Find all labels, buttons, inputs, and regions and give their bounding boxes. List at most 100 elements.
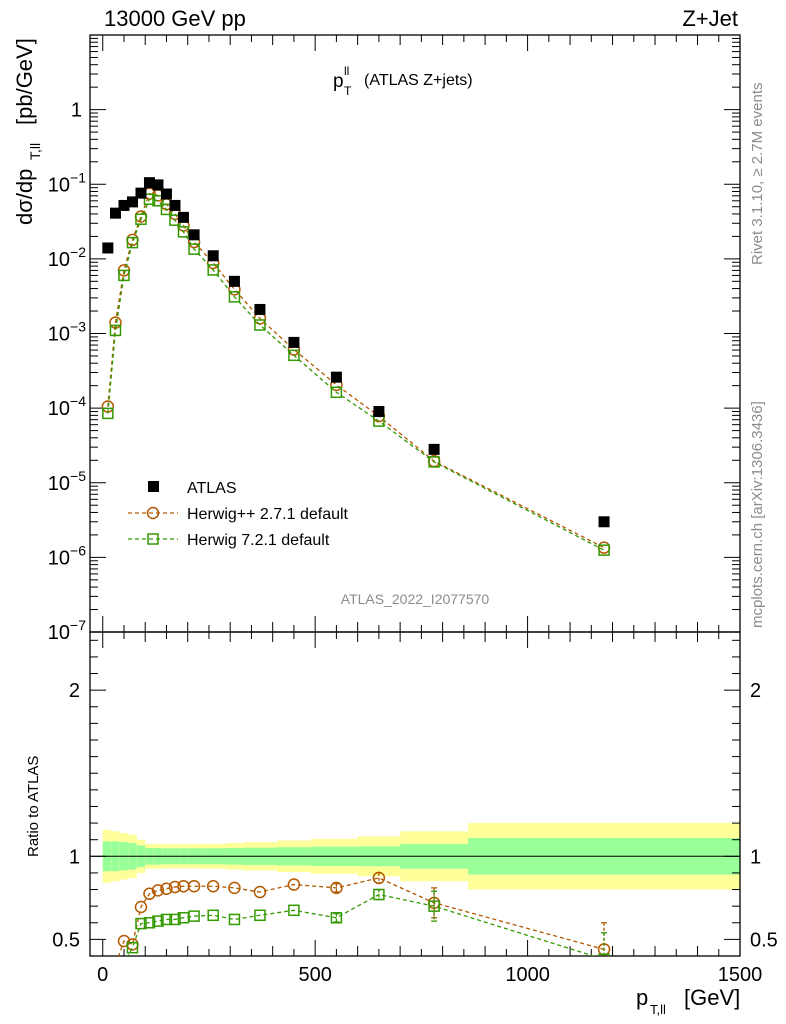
x-tick-label: 1000 [505,964,550,986]
plot-title: p ll T (ATLAS Z+jets) [333,64,473,98]
y-tick-label-main: 10−6 [48,542,86,569]
ratio-point-herwigpp [187,879,201,893]
main-point-herwig7 [228,291,241,303]
x-title-sub: T,ll [650,1002,666,1017]
main-point-herwig7 [428,456,440,468]
ratio-point-herwigpp [330,881,343,895]
ratio-point-herwig7 [119,958,129,968]
legend-label-herwig7: Herwig 7.2.1 default [187,532,330,549]
main-point-herwig7 [177,226,190,238]
x-title-unit: [GeV] [684,985,740,1010]
data-point-atlas [330,371,342,383]
legend-marker-herwig7 [147,533,159,545]
ratio-series [102,871,611,1008]
ratio-point-herwigpp [102,992,113,1003]
ratio-point-herwig7 [143,917,156,929]
y-tick-label-main: 10−5 [48,468,86,495]
title-p: p [333,71,344,92]
legend-label-atlas: ATLAS [187,480,237,497]
ratio-point-herwig7 [330,912,343,924]
main-point-herwig7 [109,324,122,337]
main-point-herwigpp [597,541,611,554]
ratio-point-herwig7 [135,917,147,930]
main-panel: 10−7 10−6 10−5 10−4 10−3 10−2 10−1 1 [48,34,741,644]
ratio-point-herwig7 [228,913,241,926]
rivet-label: Rivet 3.1.10, ≥ 2.7M events [749,83,766,266]
main-point-herwig7 [135,213,147,225]
y-tick-label-ratio-right: 0.5 [750,929,778,951]
data-point-atlas [288,336,300,348]
main-point-herwig7 [288,349,300,362]
ratio-point-herwigpp [117,934,131,948]
data-point-atlas [143,177,155,189]
data-point-atlas [152,179,164,191]
x-title-p: p [636,985,648,1010]
main-point-herwig7 [598,544,610,556]
ratio-point-herwigpp [134,900,148,914]
main-point-herwig7 [207,264,219,276]
y-title-main: dσ/dp [12,169,37,225]
y-tick-label-ratio-right: 1 [750,846,761,868]
ratio-point-herwigpp [151,884,165,897]
ratio-point-herwigpp [206,879,220,893]
y-tick-label-ratio-right: 2 [750,680,761,702]
ratio-point-herwig7 [207,909,219,922]
main-point-herwig7 [152,195,164,207]
y-tick-label-main: 1 [71,100,82,122]
ratio-point-herwig7 [160,913,173,926]
main-point-herwig7 [118,269,130,282]
ratio-point-herwigpp [110,959,121,970]
data-point-atlas [228,275,240,287]
y-tick-label-ratio: 1 [69,846,80,868]
ratio-point-herwig7 [428,900,440,912]
ratio-frame [89,631,741,957]
main-point-herwig7 [126,236,139,249]
data-point-atlas [102,242,114,254]
ratio-line-herwig7 [127,893,596,956]
main-point-herwig7 [254,319,266,331]
ratio-point-herwig7 [288,904,300,917]
data-point-atlas [135,187,147,199]
ratio-point-herwig7 [110,971,120,981]
main-point-herwig7 [143,193,156,205]
data-point-atlas [109,207,121,219]
legend: ATLAS Herwig++ 2.7.1 default Herwig 7.2.… [128,480,349,549]
y-tick-label-main: 10−7 [48,617,86,644]
data-point-atlas [118,199,130,211]
y-title-main-sub: T,ll [27,143,43,160]
title-rest: (ATLAS Z+jets) [364,72,473,89]
main-line-herwig7 [107,198,605,551]
ratio-point-herwigpp [287,878,301,891]
data-point-atlas [373,406,385,418]
analysis-id: ATLAS_2022_I2077570 [341,591,490,607]
data-point-atlas [160,188,172,200]
y-tick-label-ratio: 2 [69,680,80,702]
legend-marker-atlas [148,481,159,492]
main-line-herwigpp [107,192,605,549]
data-point-atlas [207,250,219,262]
title-sup: ll [344,64,349,78]
legend-label-herwigpp: Herwig++ 2.7.1 default [187,506,349,523]
x-tick-label: 1500 [718,964,763,986]
ratio-panel: 0 500 1000 1500 0.5 0.5 1 1 2 2 [52,631,778,1008]
main-point-herwig7 [102,407,114,420]
ratio-point-herwig7 [188,910,200,922]
ratio-point-herwigpp [143,887,156,900]
ratio-point-herwig7 [103,998,113,1008]
data-point-atlas [428,443,440,455]
ratio-point-herwig7 [152,915,164,927]
data-point-atlas [254,303,266,315]
ratio-point-herwig7 [373,888,385,901]
y-axis-title-main: dσ/dp T,ll [pb/GeV] [12,38,43,225]
y-tick-label-main: 10−3 [48,319,86,346]
ratio-point-herwigpp [372,871,386,885]
y-tick-label-main: 10−2 [48,244,86,271]
data-point-atlas [126,196,138,208]
ratio-point-herwig7 [254,909,266,922]
ratio-point-herwig7 [126,941,139,954]
mcplots-label: mcplots.cern.ch [arXiv:1306.3436] [749,401,766,628]
data-point-atlas [598,516,610,528]
main-point-herwig7 [188,243,200,255]
x-tick-label: 500 [298,964,331,986]
